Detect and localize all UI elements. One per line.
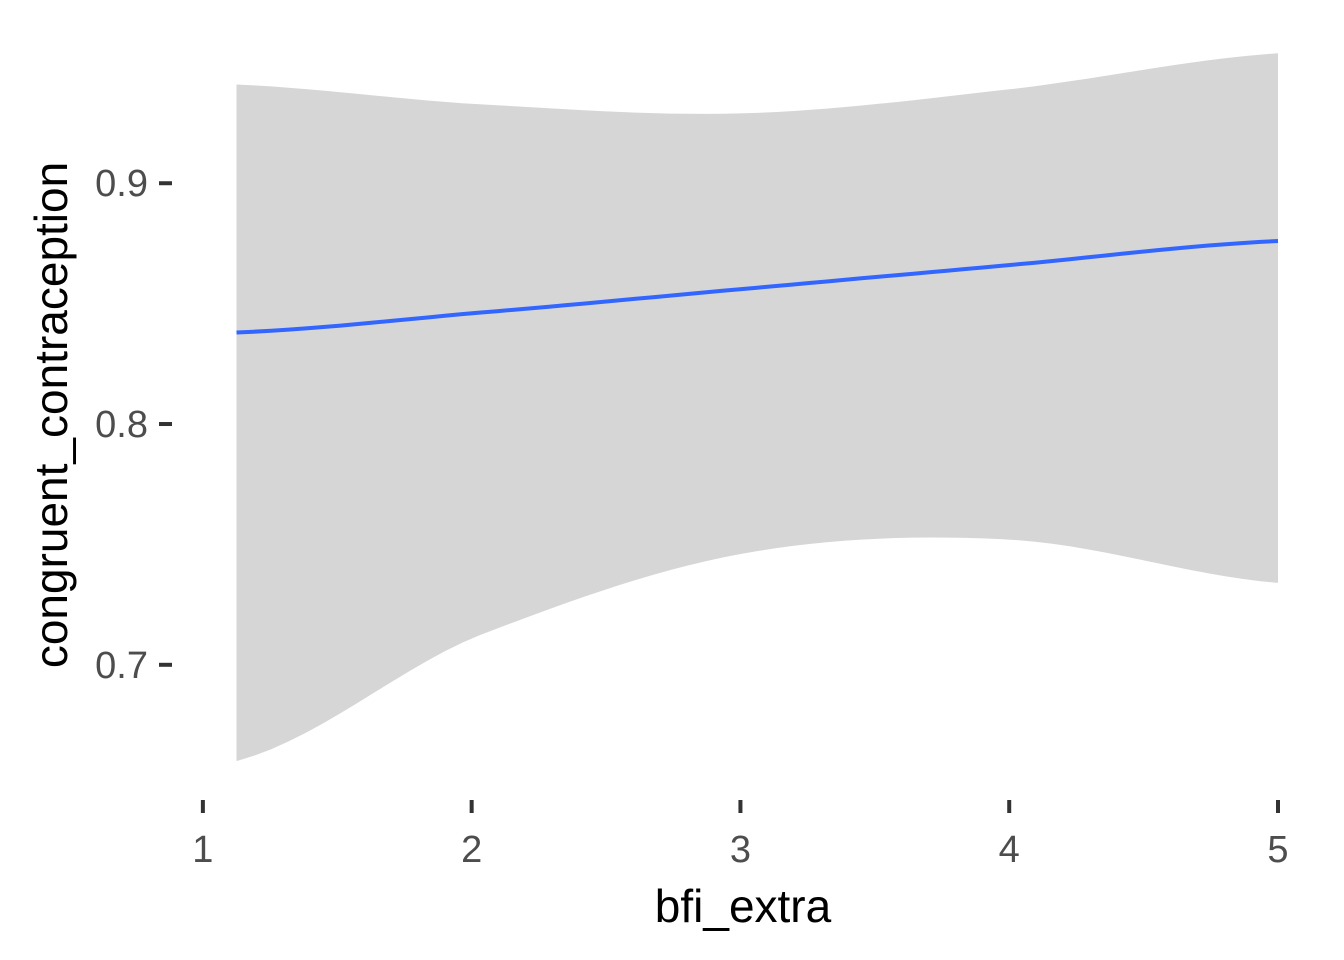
x-tick-label: 3	[730, 829, 751, 871]
x-axis-ticks: 1 2 3 4 5	[192, 800, 1289, 871]
fit-line	[236, 239, 1279, 335]
confidence-ribbon	[236, 53, 1278, 762]
x-tick-label: 1	[192, 829, 213, 871]
x-tick-label: 5	[1267, 829, 1288, 871]
y-axis-ticks: 0.7 0.8 0.9	[95, 163, 172, 687]
y-tick-label: 0.8	[95, 404, 148, 446]
y-tick-label: 0.7	[95, 645, 148, 687]
y-tick-label: 0.9	[95, 163, 148, 205]
x-tick-label: 4	[999, 829, 1020, 871]
y-axis-title: congruent_contraception	[25, 162, 77, 668]
x-axis-title: bfi_extra	[655, 880, 832, 932]
x-tick-label: 2	[461, 829, 482, 871]
